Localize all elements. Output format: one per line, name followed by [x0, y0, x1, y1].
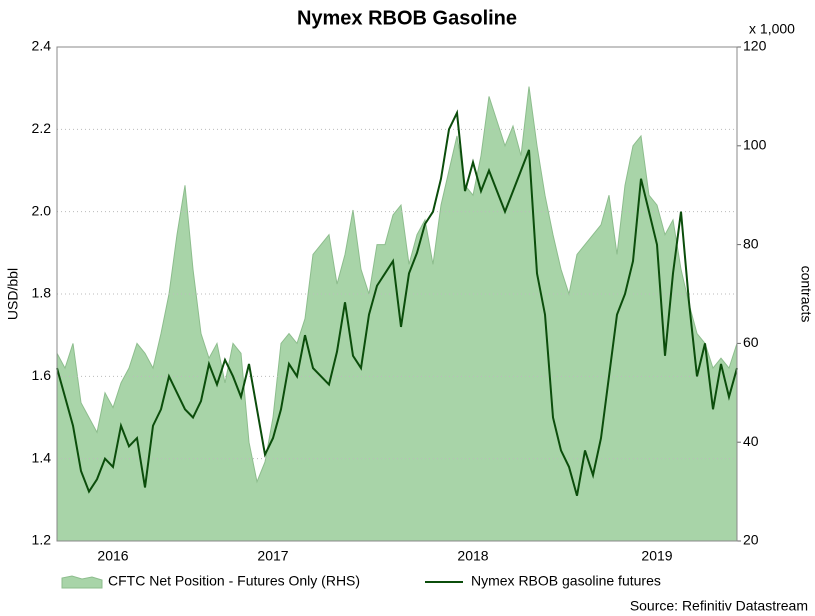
y-tick-label: 2.4 [32, 38, 52, 54]
y2-tick-label: 100 [743, 137, 767, 153]
y-tick-label: 2.2 [32, 120, 52, 136]
source: Source: Refinitiv Datastream [630, 598, 808, 614]
y-axis-label: USD/bbl [5, 268, 21, 320]
y-tick-label: 1.8 [32, 285, 52, 301]
y2-tick-label: 60 [743, 334, 759, 350]
x-tick-label: 2016 [97, 548, 128, 564]
legend-swatch [61, 575, 103, 589]
y-tick-label: 2.0 [32, 202, 52, 218]
y2-axis-label: contracts [798, 266, 814, 323]
x-tick-label: 2019 [641, 548, 672, 564]
area [56, 86, 738, 542]
y-tick-label: 1.4 [32, 449, 52, 465]
y-tick-label: 1.2 [32, 532, 52, 548]
y2-unit: x 1,000 [749, 21, 795, 37]
y2-tick-label: 40 [743, 433, 759, 449]
legend-label: CFTC Net Position - Futures Only (RHS) [108, 573, 360, 589]
legend-label: Nymex RBOB gasoline futures [471, 573, 661, 589]
y2-tick-label: 80 [743, 235, 759, 251]
chart-title: Nymex RBOB Gasoline [297, 7, 517, 29]
plot-frame [56, 46, 738, 542]
x-tick-label: 2017 [257, 548, 288, 564]
x-tick-label: 2018 [457, 548, 488, 564]
line [56, 109, 738, 496]
y-tick-label: 1.6 [32, 367, 52, 383]
y2-tick-label: 120 [743, 38, 767, 54]
y2-tick-label: 20 [743, 532, 759, 548]
